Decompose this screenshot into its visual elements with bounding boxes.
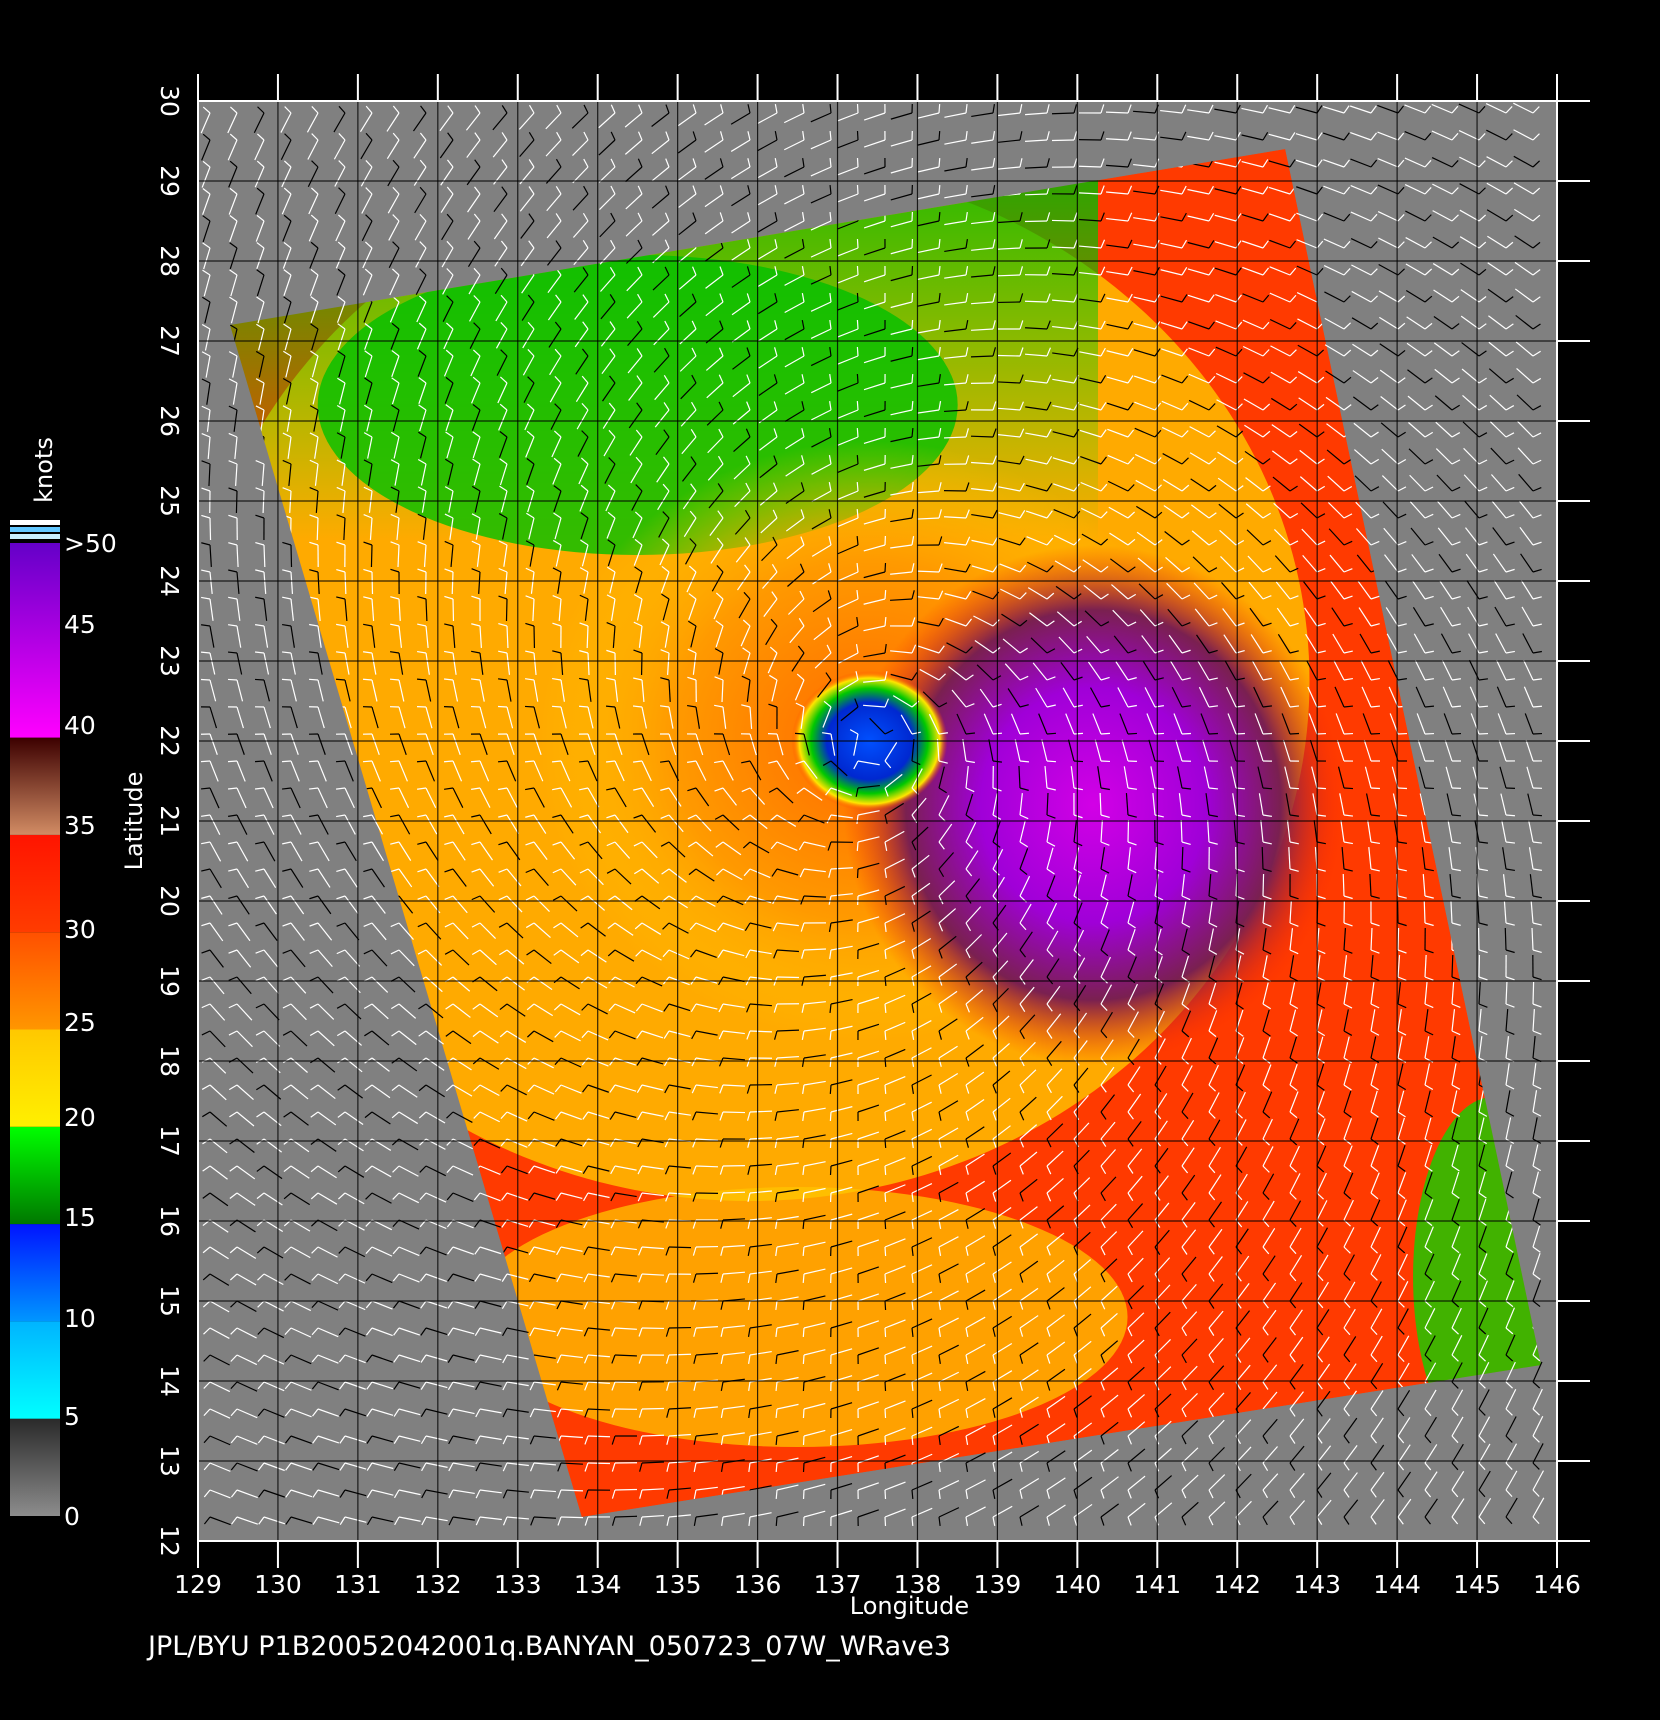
lat-tick-label: 17 <box>155 1125 184 1157</box>
colorbar-segment <box>10 737 60 835</box>
lon-tick-label: 129 <box>174 1570 222 1599</box>
longitude-tick-labels: 129 130 131 132 133 134 135 136 137 138 139 140 141 1… <box>174 1570 1581 1599</box>
colorbar-label: 35 <box>64 811 96 840</box>
lon-tick-label: 133 <box>494 1570 542 1599</box>
max-wind-core <box>843 545 1344 1065</box>
southern-yellow-band <box>467 1187 1128 1447</box>
latitude-tick-labels: 12 13 14 15 16 17 18 19 20 21 22 23 24 25 26 27 28 29 30 <box>155 85 184 1557</box>
caption: JPL/BYU P1B20052042001q.BANYAN_050723_07… <box>146 1631 951 1662</box>
colorbar-top-stripe <box>10 527 60 532</box>
lat-tick-label: 30 <box>155 85 184 117</box>
lon-tick-label: 137 <box>814 1570 862 1599</box>
colorbar-label: 30 <box>64 915 96 944</box>
lon-tick-label: 140 <box>1053 1570 1101 1599</box>
lon-tick-label: 136 <box>734 1570 782 1599</box>
lon-tick-label: 139 <box>974 1570 1022 1599</box>
lon-tick-label: 130 <box>254 1570 302 1599</box>
wind-barbs-swath <box>229 158 1542 1500</box>
lat-tick-label: 23 <box>155 645 184 677</box>
lon-tick-label: 146 <box>1533 1570 1581 1599</box>
lat-tick-label: 19 <box>155 965 184 997</box>
lat-tick-label: 12 <box>155 1525 184 1557</box>
colorbar-label: 10 <box>64 1304 96 1333</box>
colorbar-segment <box>10 1224 60 1322</box>
lon-tick-label: 131 <box>334 1570 382 1599</box>
lat-tick-label: 16 <box>155 1205 184 1237</box>
lat-tick-label: 15 <box>155 1285 184 1317</box>
colorbar-label: 0 <box>64 1502 80 1531</box>
colorbar-label: 15 <box>64 1203 96 1232</box>
colorbar-segment <box>10 1321 60 1419</box>
colorbar-top-stripe <box>10 520 60 525</box>
colorbar-segment <box>10 834 60 933</box>
lat-tick-label: 13 <box>155 1445 184 1477</box>
colorbar-label: 40 <box>64 711 96 740</box>
lat-tick-label: 18 <box>155 1045 184 1077</box>
lat-tick-label: 27 <box>155 325 184 357</box>
lon-tick-label: 141 <box>1133 1570 1181 1599</box>
lat-tick-label: 14 <box>155 1365 184 1397</box>
colorbar-segment <box>10 1029 60 1127</box>
lat-tick-label: 22 <box>155 725 184 757</box>
colorbar-labels: 0 5 10 15 20 25 30 35 40 45 >50 <box>64 529 117 1531</box>
lat-tick-label: 26 <box>155 405 184 437</box>
colorbar-unit-label: knots <box>30 437 58 503</box>
lon-tick-label: 135 <box>654 1570 702 1599</box>
lon-tick-label: 145 <box>1453 1570 1501 1599</box>
lon-tick-label: 144 <box>1373 1570 1421 1599</box>
colorbar-label: 5 <box>64 1402 80 1431</box>
lon-tick-label: 134 <box>574 1570 622 1599</box>
colorbar-label: 20 <box>64 1103 96 1132</box>
lon-tick-label: 143 <box>1293 1570 1341 1599</box>
colorbar-top-stripe <box>10 534 60 539</box>
colorbar-segment <box>10 932 60 1030</box>
lon-tick-label: 138 <box>894 1570 942 1599</box>
lon-tick-label: 142 <box>1213 1570 1261 1599</box>
colorbar-label-top: >50 <box>64 529 117 558</box>
axis-ticks <box>197 74 1590 1568</box>
lat-tick-label: 28 <box>155 245 184 277</box>
colorbar-label: 45 <box>64 610 96 639</box>
lat-tick-label: 20 <box>155 885 184 917</box>
lat-tick-label: 24 <box>155 565 184 597</box>
lat-tick-label: 29 <box>155 165 184 197</box>
colorbar <box>10 520 60 1516</box>
colorbar-segment <box>10 1418 60 1516</box>
colorbar-segment <box>10 1126 60 1225</box>
y-axis-title: Latitude <box>120 772 148 871</box>
wind-barbs-outside <box>200 102 1545 1527</box>
x-axis-title: Longitude <box>850 1592 969 1620</box>
lat-tick-label: 25 <box>155 485 184 517</box>
colorbar-label: 25 <box>64 1008 96 1037</box>
colorbar-segment <box>10 543 60 738</box>
lat-tick-label: 21 <box>155 805 184 837</box>
lon-tick-label: 132 <box>414 1570 462 1599</box>
